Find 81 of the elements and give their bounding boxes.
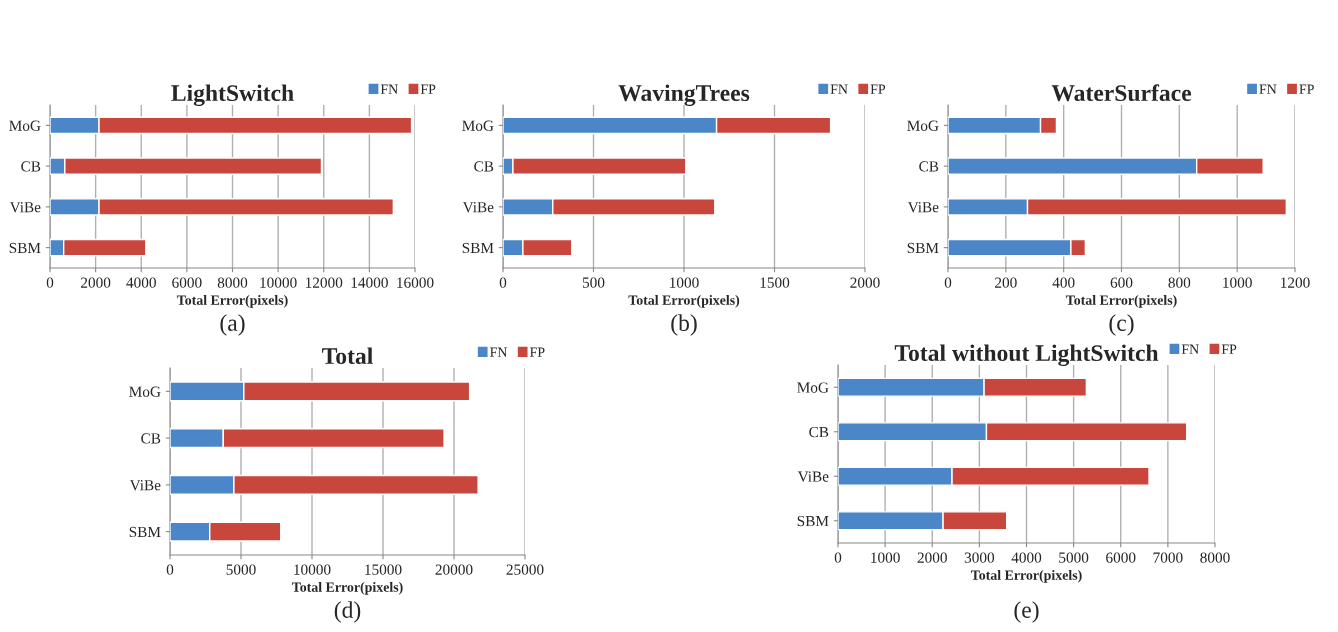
y-tick-label: ViBe: [797, 471, 829, 482]
y-tick-label: CB: [141, 433, 161, 444]
x-tick-label: 600: [1110, 277, 1133, 288]
legend-label: FN: [380, 84, 398, 94]
x-tick-label: 0: [166, 564, 174, 575]
x-tick-label: 3000: [964, 552, 995, 563]
x-tick-label: 0: [944, 277, 952, 288]
x-tick-label: 6000: [1106, 552, 1136, 563]
x-tick-label: 1000: [871, 552, 900, 563]
y-tick-label: MoG: [907, 120, 939, 131]
x-tick-label: 25000: [506, 564, 544, 575]
x-tick-label: 0: [499, 277, 507, 288]
x-tick-label: 14000: [351, 277, 388, 288]
x-tick-label: 200: [995, 277, 1017, 288]
x-tick-label: 0: [834, 552, 842, 563]
y-tick-label: SBM: [129, 526, 161, 538]
x-tick-label: 2000: [917, 552, 947, 563]
y-tick-label: MoG: [129, 386, 161, 397]
x-tick-label: 1200: [1281, 277, 1310, 288]
legend-label: FN: [830, 84, 848, 94]
y-tick-label: SBM: [797, 515, 829, 527]
y-tick-label: ViBe: [129, 480, 161, 491]
x-tick-label: 12000: [306, 277, 343, 288]
x-tick-label: 0: [46, 277, 54, 288]
x-tick-label: 500: [582, 277, 605, 288]
chart-title: LightSwitch: [171, 84, 294, 107]
y-tick-label: CB: [809, 426, 829, 438]
text: (e): [1014, 601, 1039, 623]
y-tick-label: SBM: [462, 242, 494, 254]
legend-label: FN: [1259, 84, 1277, 94]
y-tick-label: SBM: [907, 242, 939, 254]
chart-title: Total: [322, 347, 373, 365]
x-tick-label: 1000: [1223, 277, 1252, 288]
x-axis-title: Total Error(pixels): [628, 295, 740, 308]
x-axis-title: Total Error(pixels): [970, 570, 1082, 583]
x-tick-label: 400: [1052, 277, 1075, 288]
y-tick-label: MoG: [9, 120, 41, 131]
x-tick-label: 16000: [397, 277, 434, 288]
x-tick-label: 8000: [217, 277, 248, 288]
legend-label: FN: [490, 347, 508, 357]
y-tick-label: ViBe: [9, 202, 41, 213]
y-tick-label: ViBe: [462, 202, 494, 213]
x-tick-label: 4000: [1011, 552, 1042, 563]
text: (d): [334, 601, 361, 623]
y-tick-label: CB: [919, 161, 939, 172]
x-tick-label: 7000: [1153, 552, 1183, 563]
legend-label: FN: [1181, 344, 1199, 354]
chart-title: WavingTrees: [618, 84, 750, 107]
x-tick-label: 5000: [1059, 552, 1089, 563]
x-tick-label: 2000: [850, 277, 880, 288]
x-tick-label: 10000: [260, 277, 297, 288]
legend-label: FP: [1299, 84, 1314, 94]
x-axis-title: Total Error(pixels): [1065, 295, 1177, 308]
x-tick-label: 2000: [81, 277, 111, 288]
x-tick-label: 1500: [760, 277, 790, 288]
x-tick-label: 20000: [435, 564, 473, 575]
x-tick-label: 1000: [670, 277, 699, 288]
y-tick-label: CB: [21, 161, 41, 172]
x-axis-title: Total Error(pixels): [176, 295, 288, 308]
y-tick-label: ViBe: [907, 202, 939, 213]
y-tick-label: CB: [474, 161, 494, 172]
text: (c): [1109, 314, 1134, 336]
chart-title: Total without LightSwitch: [894, 344, 1159, 367]
legend-label: FP: [870, 84, 886, 94]
text: (b): [671, 314, 697, 336]
x-tick-label: 800: [1168, 277, 1191, 288]
x-tick-label: 15000: [365, 564, 402, 575]
x-tick-label: 4000: [126, 277, 156, 288]
legend-label: FP: [420, 84, 436, 94]
y-tick-label: SBM: [9, 242, 41, 254]
chart-title: WaterSurface: [1051, 84, 1192, 102]
y-tick-label: MoG: [797, 382, 829, 393]
legend-label: FP: [1221, 344, 1237, 354]
x-tick-label: 6000: [172, 277, 202, 288]
text: (a): [220, 314, 245, 336]
y-tick-label: MoG: [462, 120, 494, 131]
x-tick-label: 8000: [1200, 552, 1230, 563]
legend-label: FP: [530, 347, 545, 357]
x-axis-title: Total Error(pixels): [291, 582, 403, 595]
x-tick-label: 5000: [226, 564, 256, 575]
x-tick-label: 10000: [294, 564, 331, 575]
